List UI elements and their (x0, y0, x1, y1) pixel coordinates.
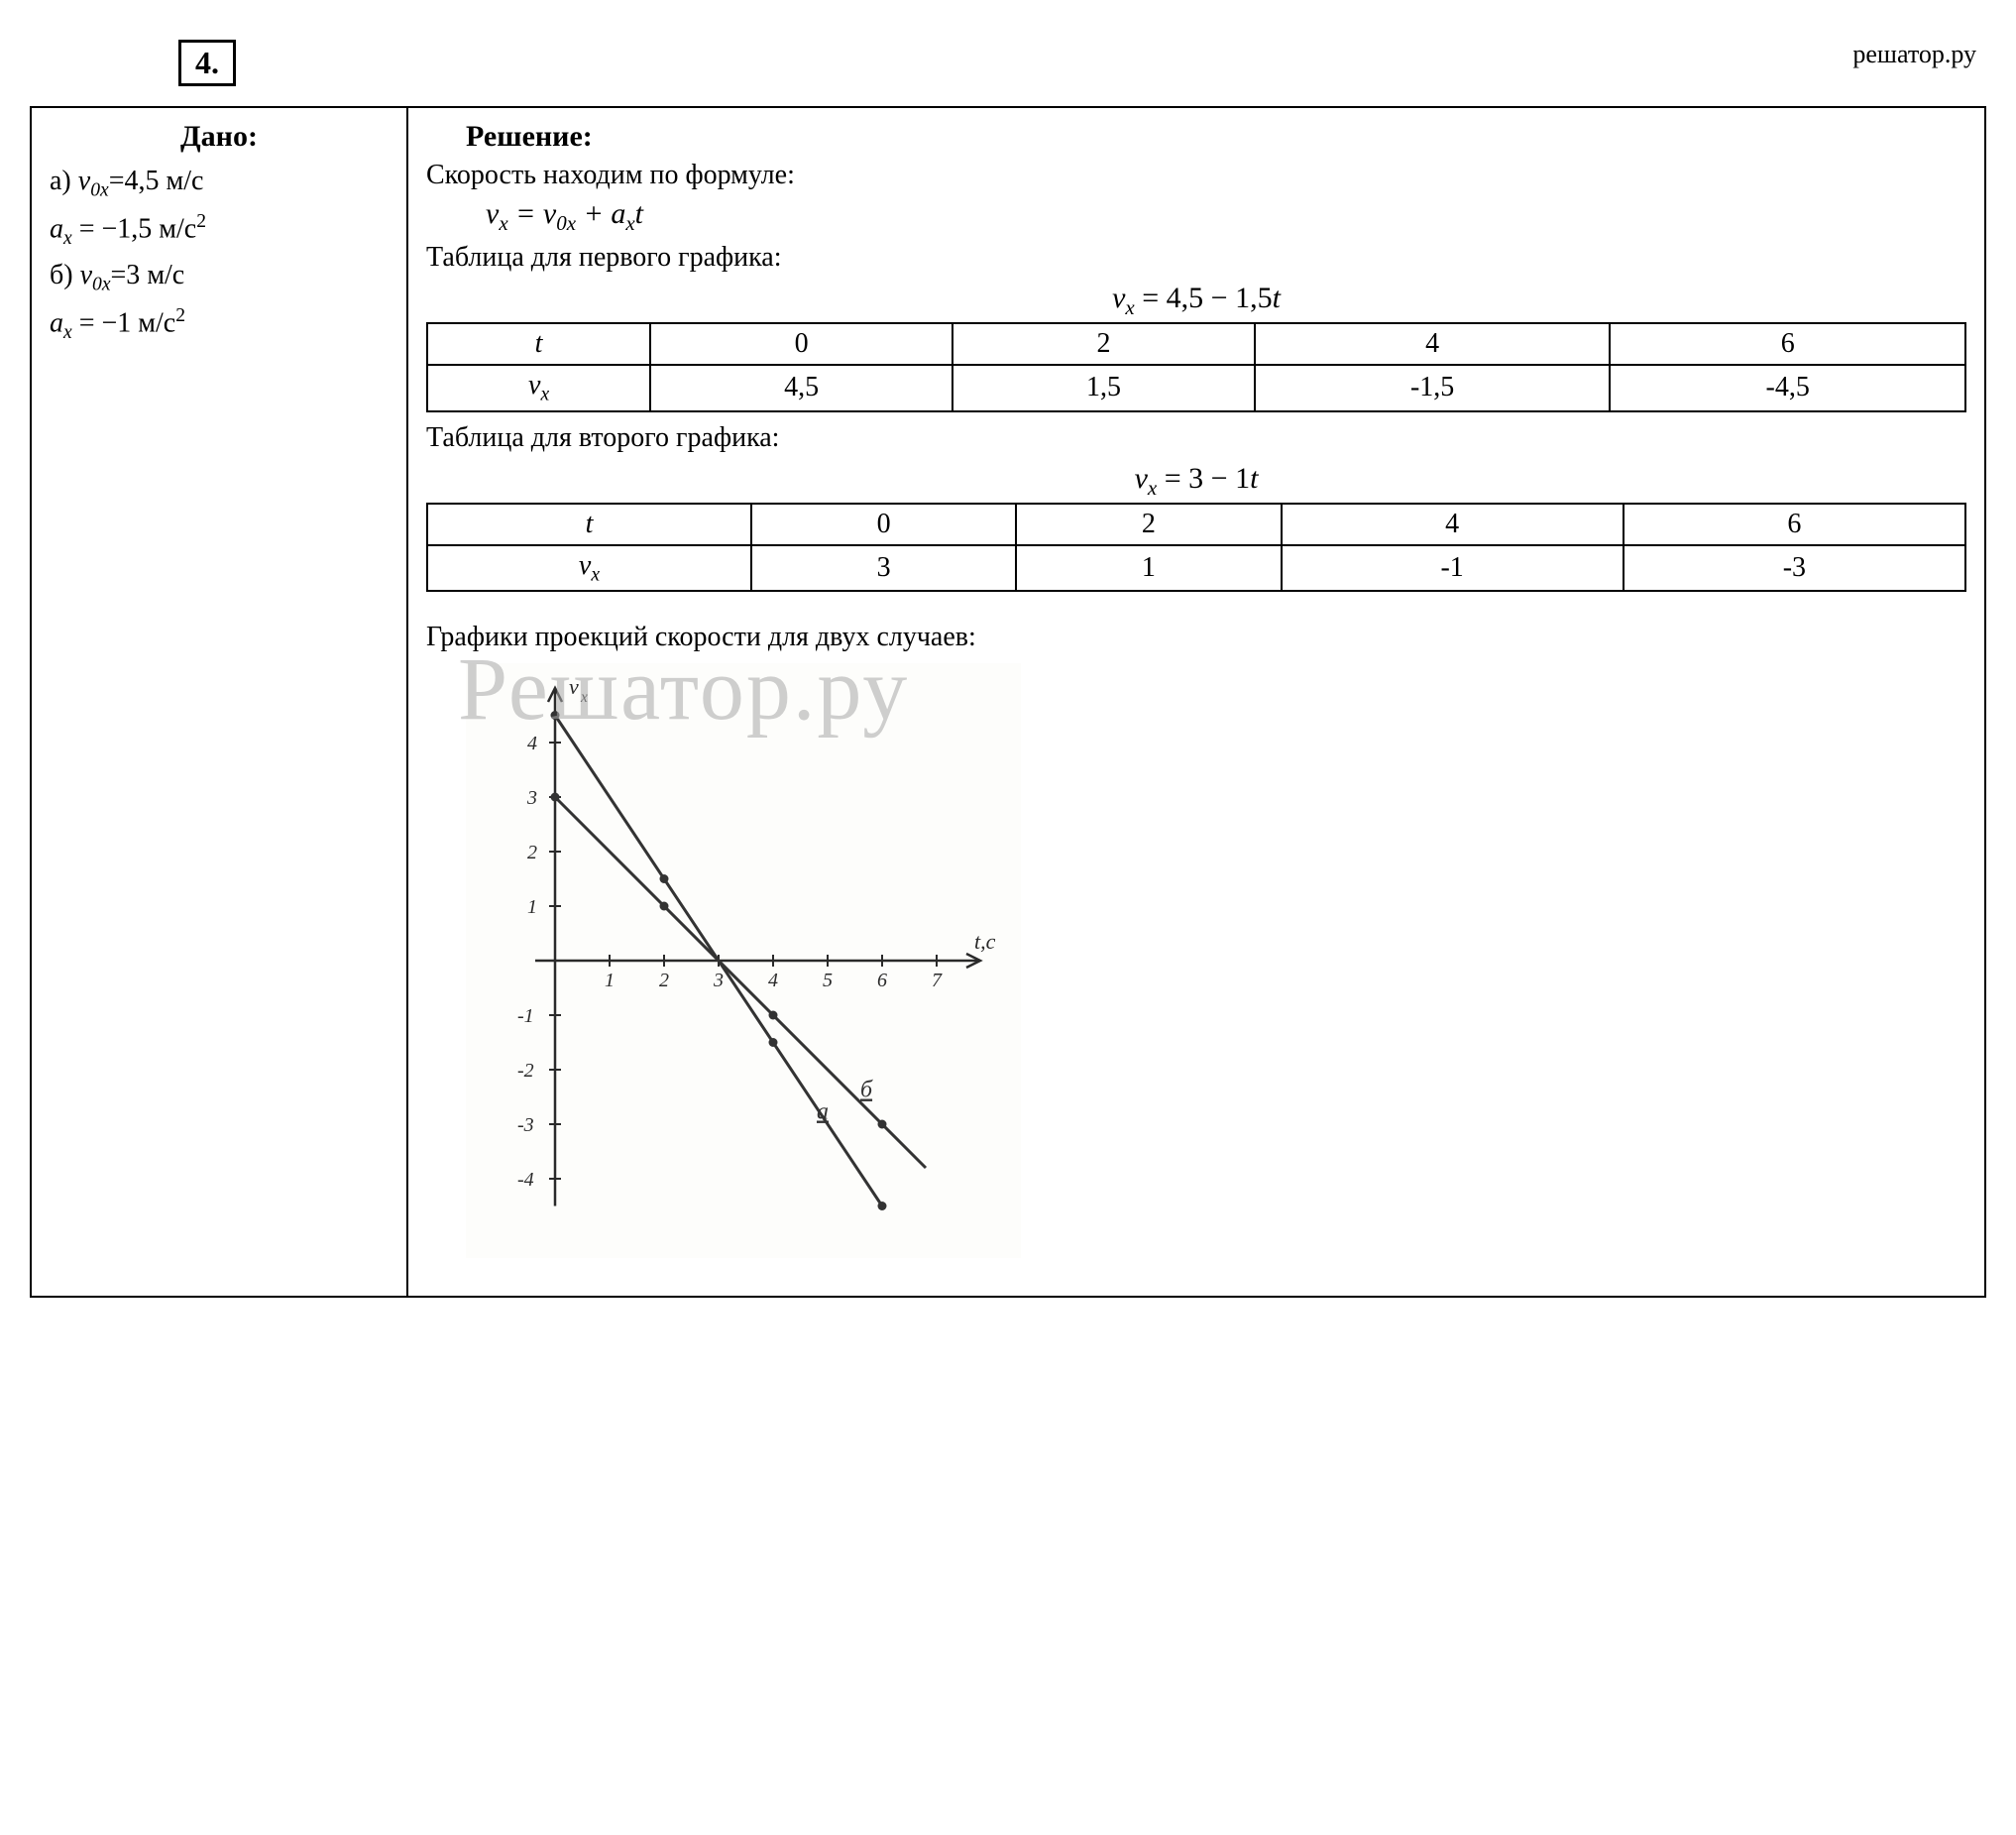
velocity-chart: vx t,c 1 2 3 4 5 6 7 1 2 3 4 -1 -2 -3 -4 a б (466, 663, 1021, 1258)
equation-2: vx = 3 − 1t (426, 462, 1966, 501)
given-line: a) v0x=4,5 м/с (50, 160, 389, 206)
svg-text:-2: -2 (517, 1060, 534, 1082)
svg-text:7: 7 (932, 970, 943, 991)
site-name: решатор.ру (1852, 40, 1976, 69)
svg-text:-4: -4 (517, 1169, 534, 1191)
table2-caption: Таблица для второго графика: (426, 422, 1966, 454)
svg-text:-3: -3 (517, 1114, 534, 1136)
svg-text:3: 3 (526, 787, 537, 809)
svg-text:4: 4 (527, 733, 537, 754)
solution-title: Решение: (426, 120, 1966, 154)
problem-number: 4. (178, 40, 236, 86)
svg-text:1: 1 (527, 896, 537, 918)
svg-text:5: 5 (823, 970, 833, 991)
intro-text: Скорость находим по формуле: (426, 160, 1966, 191)
svg-text:v: v (569, 674, 579, 699)
svg-text:б: б (860, 1078, 873, 1103)
svg-text:x: x (580, 689, 588, 706)
svg-text:4: 4 (768, 970, 778, 991)
main-box: Дано: a) v0x=4,5 м/сax = −1,5 м/с2б) v0x… (30, 106, 1986, 1298)
svg-text:6: 6 (877, 970, 887, 991)
svg-text:2: 2 (659, 970, 669, 991)
given-column: Дано: a) v0x=4,5 м/сax = −1,5 м/с2б) v0x… (32, 108, 408, 1296)
graph-container: vx t,c 1 2 3 4 5 6 7 1 2 3 4 -1 -2 -3 -4 a б (426, 663, 1966, 1266)
svg-text:a: a (817, 1099, 829, 1125)
given-line: б) v0x=3 м/с (50, 254, 389, 300)
given-line: ax = −1 м/с2 (50, 300, 389, 348)
data-table-1: t0246vx4,51,5-1,5-4,5 (426, 322, 1966, 412)
given-lines: a) v0x=4,5 м/сax = −1,5 м/с2б) v0x=3 м/с… (50, 160, 389, 348)
svg-text:2: 2 (527, 842, 537, 863)
table1-caption: Таблица для первого графика: (426, 242, 1966, 274)
given-title: Дано: (50, 120, 389, 154)
main-formula: vx = v0x + axt (426, 197, 1966, 236)
data-table-2: t0246vx31-1-3 (426, 503, 1966, 593)
svg-text:1: 1 (605, 970, 615, 991)
svg-text:-1: -1 (517, 1005, 534, 1027)
svg-text:t,c: t,c (974, 929, 996, 954)
solution-column: Решение: Скорость находим по формуле: vx… (408, 108, 1984, 1296)
graphs-caption: Графики проекций скорости для двух случа… (426, 622, 1966, 653)
svg-text:3: 3 (713, 970, 724, 991)
equation-1: vx = 4,5 − 1,5t (426, 282, 1966, 320)
header-row: 4. решатор.ру (30, 40, 1986, 86)
given-line: ax = −1,5 м/с2 (50, 206, 389, 254)
